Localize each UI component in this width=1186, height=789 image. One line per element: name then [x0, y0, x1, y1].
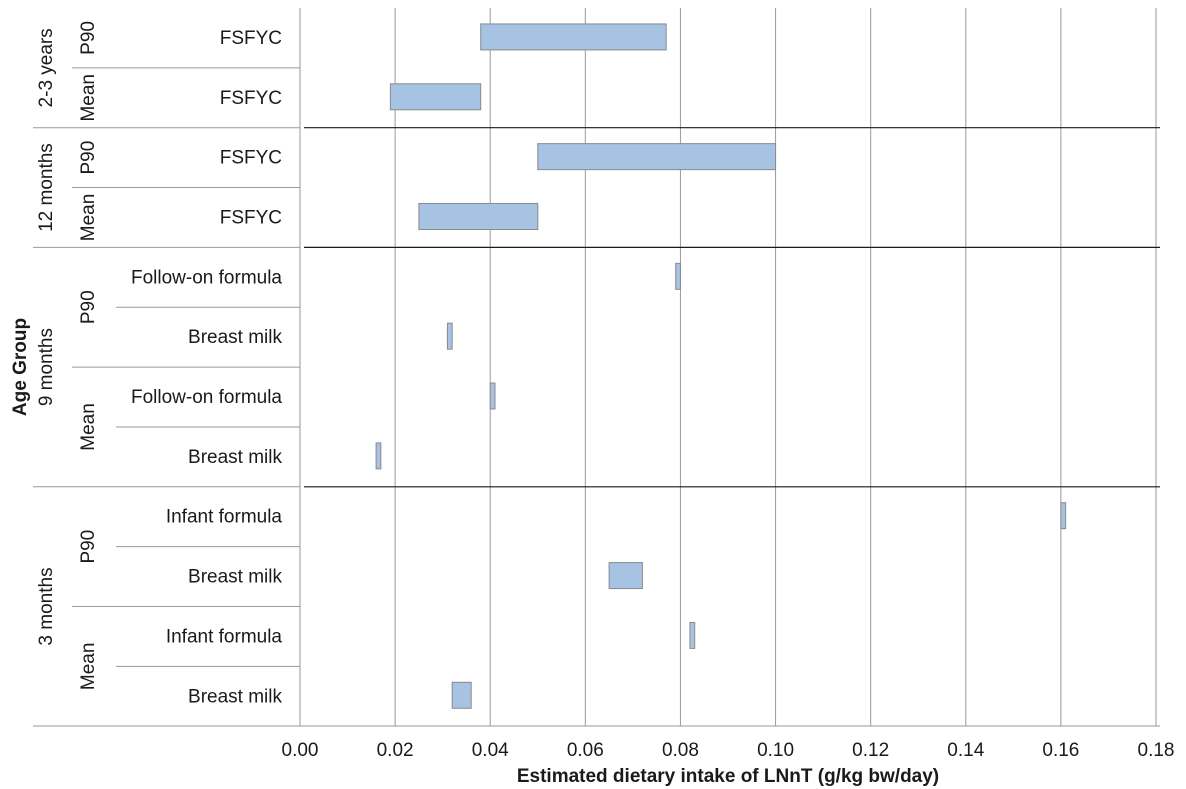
x-tick-label: 0.14: [947, 740, 984, 761]
range-bar: [446, 322, 453, 350]
stat-label: Mean: [78, 403, 99, 451]
x-tick-label: 0.00: [282, 740, 319, 761]
x-tick-label: 0.06: [567, 740, 604, 761]
x-tick-label: 0.08: [662, 740, 699, 761]
stat-label: Mean: [78, 643, 99, 691]
category-label: Breast milk: [188, 327, 282, 348]
range-bar: [389, 83, 482, 111]
category-label: Infant formula: [166, 507, 283, 528]
range-bar: [480, 23, 667, 51]
stat-label: P90: [78, 21, 99, 55]
category-label: FSFYC: [220, 28, 282, 49]
stat-label: P90: [78, 290, 99, 324]
category-label: FSFYC: [220, 148, 282, 169]
gridlines: [299, 8, 1157, 726]
age-group-label: 3 months: [36, 567, 57, 645]
range-bar: [689, 621, 696, 649]
labels: 0.00 0.02 0.04 0.06 0.08 0.10 0.12 0.14 0.16 0.18…: [36, 21, 1174, 761]
x-tick-label: 0.16: [1042, 740, 1079, 761]
bars: [375, 23, 1067, 709]
category-label: FSFYC: [220, 207, 282, 228]
range-bar: [1060, 502, 1067, 530]
x-tick-label: 0.10: [757, 740, 794, 761]
age-group-label: 2-3 years: [36, 28, 57, 107]
x-tick-label: 0.18: [1138, 740, 1175, 761]
stat-label: P90: [78, 530, 99, 564]
category-label: Follow-on formula: [131, 387, 282, 408]
category-label: Breast milk: [188, 447, 282, 468]
age-group-label: 9 months: [36, 328, 57, 406]
y-axis-title: Age Group: [10, 318, 31, 416]
category-label: Infant formula: [166, 626, 283, 647]
category-label: FSFYC: [220, 88, 282, 109]
category-label: Breast milk: [188, 686, 282, 707]
range-bar: [375, 442, 382, 470]
stat-label: P90: [78, 141, 99, 175]
age-group-label: 12 months: [36, 143, 57, 232]
range-bar: [451, 681, 472, 709]
x-axis-title: Estimated dietary intake of LNnT (g/kg b…: [517, 766, 939, 787]
range-bar: [608, 562, 643, 590]
category-label: Breast milk: [188, 567, 282, 588]
range-bar: [537, 143, 777, 171]
x-tick-label: 0.04: [472, 740, 509, 761]
stat-label: Mean: [78, 74, 99, 122]
x-tick-label: 0.12: [852, 740, 889, 761]
range-bar: [489, 382, 496, 410]
range-bar: [675, 262, 681, 290]
x-tick-label: 0.02: [377, 740, 414, 761]
range-bar: [418, 202, 539, 230]
stat-label: Mean: [78, 194, 99, 242]
category-label: Follow-on formula: [131, 267, 282, 288]
axis-frame: [33, 67, 1160, 727]
